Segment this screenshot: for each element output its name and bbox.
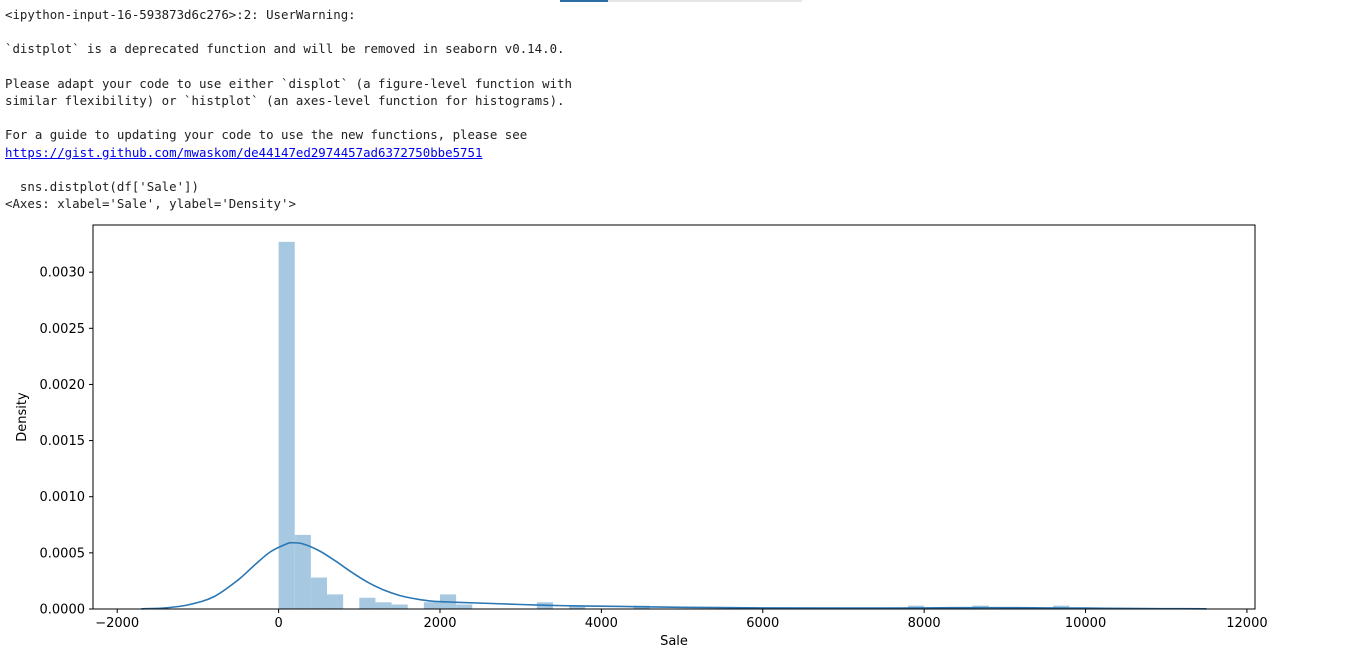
y-tick-label: 0.0005 — [40, 546, 86, 561]
top-scroll-indicator — [560, 0, 802, 2]
x-tick-label: 4000 — [585, 616, 618, 631]
histogram-bar — [391, 604, 408, 609]
blank-line — [5, 23, 1005, 40]
adapt-message-line-2: similar flexibility) or `histplot` (an a… — [5, 92, 565, 108]
warning-header: <ipython-input-16-593873d6c276>:2: UserW… — [5, 7, 356, 22]
adapt-message-line-1: Please adapt your code to use either `di… — [5, 75, 572, 91]
histogram-bar — [423, 602, 440, 609]
x-axis-label: Sale — [660, 634, 688, 645]
x-tick-label: 8000 — [908, 616, 941, 631]
blank-line — [5, 161, 1005, 178]
guide-link-line: https://gist.github.com/mwaskom/de44147e… — [5, 144, 1005, 161]
deprecation-message: `distplot` is a deprecated function and … — [5, 41, 565, 57]
histogram-bar — [327, 594, 344, 609]
y-tick-label: 0.0010 — [40, 490, 86, 505]
x-tick-label: 12000 — [1226, 616, 1267, 631]
histogram-bar — [569, 605, 586, 609]
axes-repr: <Axes: xlabel='Sale', ylabel='Density'> — [5, 196, 296, 212]
y-tick-label: 0.0030 — [40, 266, 86, 281]
kde-line — [141, 541, 1207, 610]
y-axis-ticks: 0.0000 0.0005 0.0010 0.0015 0.0020 0.0025 0.00… — [40, 266, 93, 618]
x-tick-label: 6000 — [746, 616, 779, 631]
x-tick-label: 2000 — [423, 616, 456, 631]
x-tick-label: 10000 — [1065, 616, 1106, 631]
y-axis-label: Density — [15, 392, 30, 442]
x-tick-label: −2000 — [95, 616, 139, 631]
y-tick-label: 0.0015 — [40, 434, 86, 449]
blank-line — [5, 109, 1005, 126]
y-tick-label: 0.0020 — [40, 378, 86, 393]
x-tick-label: 0 — [274, 616, 282, 631]
x-axis-ticks: −2000 0 2000 4000 6000 8000 10000 12000 — [95, 609, 1268, 631]
histogram-bar — [310, 577, 328, 609]
distplot-figure: −2000 0 2000 4000 6000 8000 10000 12000 0.00000… — [15, 224, 1268, 645]
active-tab-indicator — [560, 0, 608, 2]
histogram-bar — [456, 604, 473, 609]
histogram-bars — [278, 241, 1070, 609]
axes-frame — [92, 224, 1256, 610]
blank-line — [5, 58, 1005, 75]
histogram-bar — [359, 597, 376, 609]
guide-message: For a guide to updating your code to use… — [5, 127, 528, 143]
code-line: sns.distplot(df['Sale']) — [5, 178, 199, 194]
cell-output: <ipython-input-16-593873d6c276>:2: UserW… — [5, 6, 1005, 212]
y-tick-label: 0.0000 — [40, 603, 86, 618]
gist-link[interactable]: https://gist.github.com/mwaskom/de44147e… — [5, 144, 483, 160]
y-tick-label: 0.0025 — [40, 322, 86, 337]
histogram-bar — [375, 602, 392, 609]
histogram-bar — [294, 534, 311, 609]
histogram-bar — [278, 241, 295, 609]
